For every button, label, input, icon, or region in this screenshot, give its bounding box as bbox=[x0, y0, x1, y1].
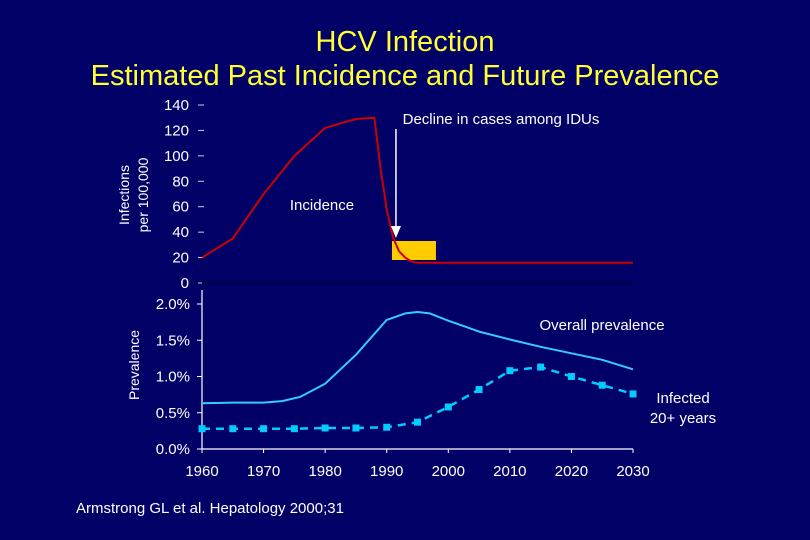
infected-20-years-marker bbox=[229, 425, 237, 433]
annotation-label: Decline in cases among IDUs bbox=[403, 111, 600, 128]
x-tick-label: 2000 bbox=[432, 463, 465, 480]
infected-20-years-marker bbox=[383, 423, 391, 431]
infected-20-years-label-line1: Infected bbox=[656, 390, 709, 407]
x-tick-label: 1970 bbox=[247, 463, 280, 480]
incidence-y-axis-title-line2: per 100,000 bbox=[135, 157, 151, 232]
infected-20-years-marker bbox=[567, 373, 575, 380]
overall-prevalence-label: Overall prevalence bbox=[539, 317, 664, 334]
incidence-y-tick-label: 60 bbox=[172, 199, 189, 216]
prevalence-y-tick-label: 0.5% bbox=[156, 405, 190, 422]
infected-20-years-marker bbox=[290, 425, 298, 433]
infected-20-years-marker bbox=[198, 425, 206, 433]
infected-20-years-marker bbox=[321, 424, 329, 432]
x-tick-label: 2020 bbox=[555, 463, 588, 480]
overall-prevalence-label-bg bbox=[526, 314, 678, 335]
infected-20-years-marker bbox=[352, 424, 360, 432]
infected-20-years-marker bbox=[260, 425, 268, 433]
prevalence-y-tick-label: 1.0% bbox=[156, 369, 190, 386]
infected-20-years-marker bbox=[506, 367, 514, 375]
incidence-y-tick-label: 80 bbox=[172, 173, 189, 190]
infected-20-years-marker bbox=[414, 418, 421, 426]
chart-title-line2: Estimated Past Incidence and Future Prev… bbox=[90, 60, 720, 92]
infected-20-years-marker bbox=[444, 403, 452, 411]
x-tick-label: 1980 bbox=[308, 463, 341, 480]
incidence-series-label-bg bbox=[280, 193, 364, 215]
incidence-y-tick-label: 120 bbox=[164, 122, 189, 139]
incidence-series-label: Incidence bbox=[290, 197, 354, 214]
incidence-y-tick-label: 40 bbox=[172, 224, 189, 241]
infected-20-years-label-bg bbox=[642, 386, 724, 430]
x-tick-label: 1960 bbox=[185, 463, 218, 480]
overall-prevalence-line bbox=[201, 311, 634, 405]
annotation-label-bg bbox=[381, 108, 621, 129]
incidence-line bbox=[201, 116, 633, 264]
x-tick-label: 1990 bbox=[370, 463, 403, 480]
chart-labels-group: Infections per 100,000 Prevalence Decline i… bbox=[116, 108, 724, 430]
incidence-y-tick-label: 140 bbox=[164, 97, 189, 114]
chart-series-group bbox=[198, 116, 637, 433]
infected-20-years-marker bbox=[629, 390, 637, 398]
incidence-y-tick-label: 100 bbox=[164, 148, 189, 165]
incidence-y-tick-label: 0 bbox=[181, 275, 189, 292]
infected-20-years-marker bbox=[537, 363, 545, 371]
chart-title-line1: HCV Infection bbox=[315, 26, 495, 58]
infected-20-years-marker bbox=[598, 381, 606, 389]
chart-axes: 0 20 40 60 80 100 120 140 0.0% 0.5% 1.0% 1.5% 2.0% 19… bbox=[156, 97, 650, 480]
prevalence-y-tick-label: 0.0% bbox=[156, 441, 190, 458]
x-tick-label: 2030 bbox=[616, 463, 649, 480]
prevalence-y-axis-title: Prevalence bbox=[126, 330, 142, 400]
annotation-arrow-head bbox=[390, 226, 401, 238]
source-citation: Armstrong GL et al. Hepatology 2000;31 bbox=[76, 500, 344, 517]
prevalence-y-tick-label: 2.0% bbox=[156, 296, 190, 313]
incidence-y-axis-title-line1: Infections bbox=[116, 165, 132, 225]
infected-20-years-label-line2: 20+ years bbox=[650, 410, 716, 427]
prevalence-y-tick-label: 1.5% bbox=[156, 332, 190, 349]
incidence-y-tick-label: 20 bbox=[172, 250, 189, 267]
x-tick-label: 2010 bbox=[493, 463, 526, 480]
infected-20-years-marker bbox=[475, 386, 483, 394]
